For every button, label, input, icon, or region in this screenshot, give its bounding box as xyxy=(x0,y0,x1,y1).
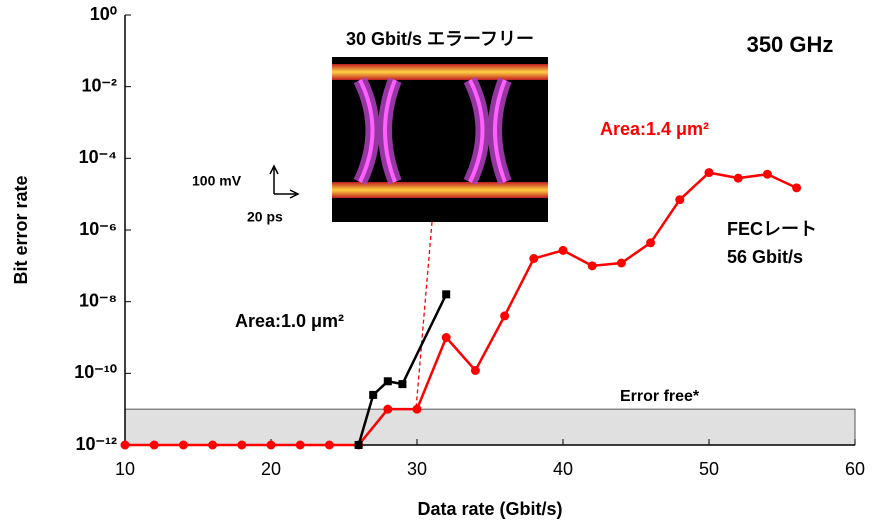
chart: 30 Gbit/s エラーフリー 350 GHz FECレート 56 Gbit/… xyxy=(0,0,877,522)
y-tick-label: 10⁻¹⁰ xyxy=(74,362,117,382)
point xyxy=(588,261,597,270)
error-free-label: Error free* xyxy=(620,388,700,405)
shaded-region xyxy=(125,409,855,445)
point xyxy=(763,170,772,179)
x-tick-label: 10 xyxy=(115,459,135,479)
x-tick-label: 30 xyxy=(407,459,427,479)
series-label: Area:1.0 μm² xyxy=(235,311,344,331)
y-tick-label: 10⁻⁴ xyxy=(79,147,117,167)
y-axis-label: Bit error rate xyxy=(11,175,31,284)
frequency-label: 350 GHz xyxy=(747,32,834,57)
scale-label: 20 ps xyxy=(247,209,283,225)
fec-label: FECレート xyxy=(727,219,817,239)
eye-title: 30 Gbit/s エラーフリー xyxy=(346,29,534,49)
point xyxy=(646,238,655,247)
y-tick-label: 10⁰ xyxy=(90,4,117,24)
point xyxy=(442,290,450,298)
point xyxy=(296,441,305,450)
x-tick-label: 50 xyxy=(699,459,719,479)
point xyxy=(237,441,246,450)
point xyxy=(471,366,480,375)
point xyxy=(792,183,801,192)
point xyxy=(150,441,159,450)
x-axis-label: Data rate (Gbit/s) xyxy=(417,499,562,519)
eye-diagram xyxy=(332,57,548,222)
y-tick-label: 10⁻⁶ xyxy=(79,219,117,239)
scale-arrows xyxy=(270,166,298,198)
point xyxy=(617,258,626,267)
point xyxy=(179,441,188,450)
point xyxy=(559,246,568,255)
y-tick-label: 10⁻¹² xyxy=(75,434,117,454)
point xyxy=(734,174,743,183)
point xyxy=(529,254,538,263)
x-tick-label: 20 xyxy=(261,459,281,479)
point xyxy=(500,311,509,320)
point xyxy=(705,168,714,177)
point xyxy=(369,391,377,399)
point xyxy=(413,405,422,414)
series-label: Area:1.4 μm² xyxy=(600,119,709,139)
y-tick-label: 10⁻² xyxy=(81,75,117,95)
point xyxy=(384,377,392,385)
scale-label: 100 mV xyxy=(192,173,242,189)
point xyxy=(267,441,276,450)
x-tick-label: 60 xyxy=(845,459,865,479)
point xyxy=(398,380,406,388)
point xyxy=(442,333,451,342)
point xyxy=(383,405,392,414)
point xyxy=(208,441,217,450)
y-tick-label: 10⁻⁸ xyxy=(79,290,117,310)
point xyxy=(121,441,130,450)
x-tick-label: 40 xyxy=(553,459,573,479)
point xyxy=(325,441,334,450)
fec-label: 56 Gbit/s xyxy=(727,247,803,267)
point xyxy=(675,195,684,204)
point xyxy=(355,441,363,449)
